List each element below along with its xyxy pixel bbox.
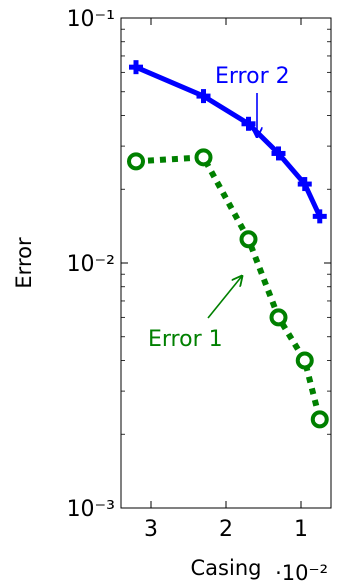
point-error-1 xyxy=(194,148,213,167)
y-tick-label: 10⁻¹ xyxy=(67,7,115,32)
plot-frame xyxy=(120,17,332,509)
plot-area xyxy=(120,17,332,509)
y-tick-label: 10⁻² xyxy=(67,252,115,277)
point-error-2 xyxy=(196,89,211,104)
x-axis: 3 2 1 xyxy=(144,18,308,542)
y-tick-label: 10⁻³ xyxy=(67,497,115,522)
annotation-error-2: Error 2 xyxy=(215,64,290,89)
y-axis: 10⁻¹ 10⁻² 10⁻³ xyxy=(67,7,331,522)
annotation-arrow-error-1 xyxy=(207,276,242,319)
point-error-2 xyxy=(271,146,286,161)
annotation-error-1: Error 1 xyxy=(148,327,223,352)
series-layer xyxy=(127,60,329,429)
point-error-2 xyxy=(241,116,256,131)
point-error-1 xyxy=(127,152,145,171)
point-error-1 xyxy=(310,410,329,429)
point-error-1 xyxy=(239,230,258,249)
annotation-layer: Error 2 Error 1 xyxy=(148,64,290,352)
x-tick-label: 1 xyxy=(294,517,308,542)
point-error-2 xyxy=(297,177,312,192)
point-error-1 xyxy=(269,308,288,327)
series-line-error-1 xyxy=(135,154,323,421)
x-tick-label: 2 xyxy=(219,517,233,542)
point-error-2 xyxy=(129,60,143,75)
y-axis-label: Error xyxy=(12,237,36,289)
series-line-error-2 xyxy=(135,64,323,218)
point-error-2 xyxy=(312,209,327,224)
x-tick-label: 3 xyxy=(144,517,158,542)
point-error-1 xyxy=(295,351,314,370)
x-axis-label: Casing xyxy=(191,556,262,580)
x-axis-scale-label: ·10⁻² xyxy=(275,561,328,583)
